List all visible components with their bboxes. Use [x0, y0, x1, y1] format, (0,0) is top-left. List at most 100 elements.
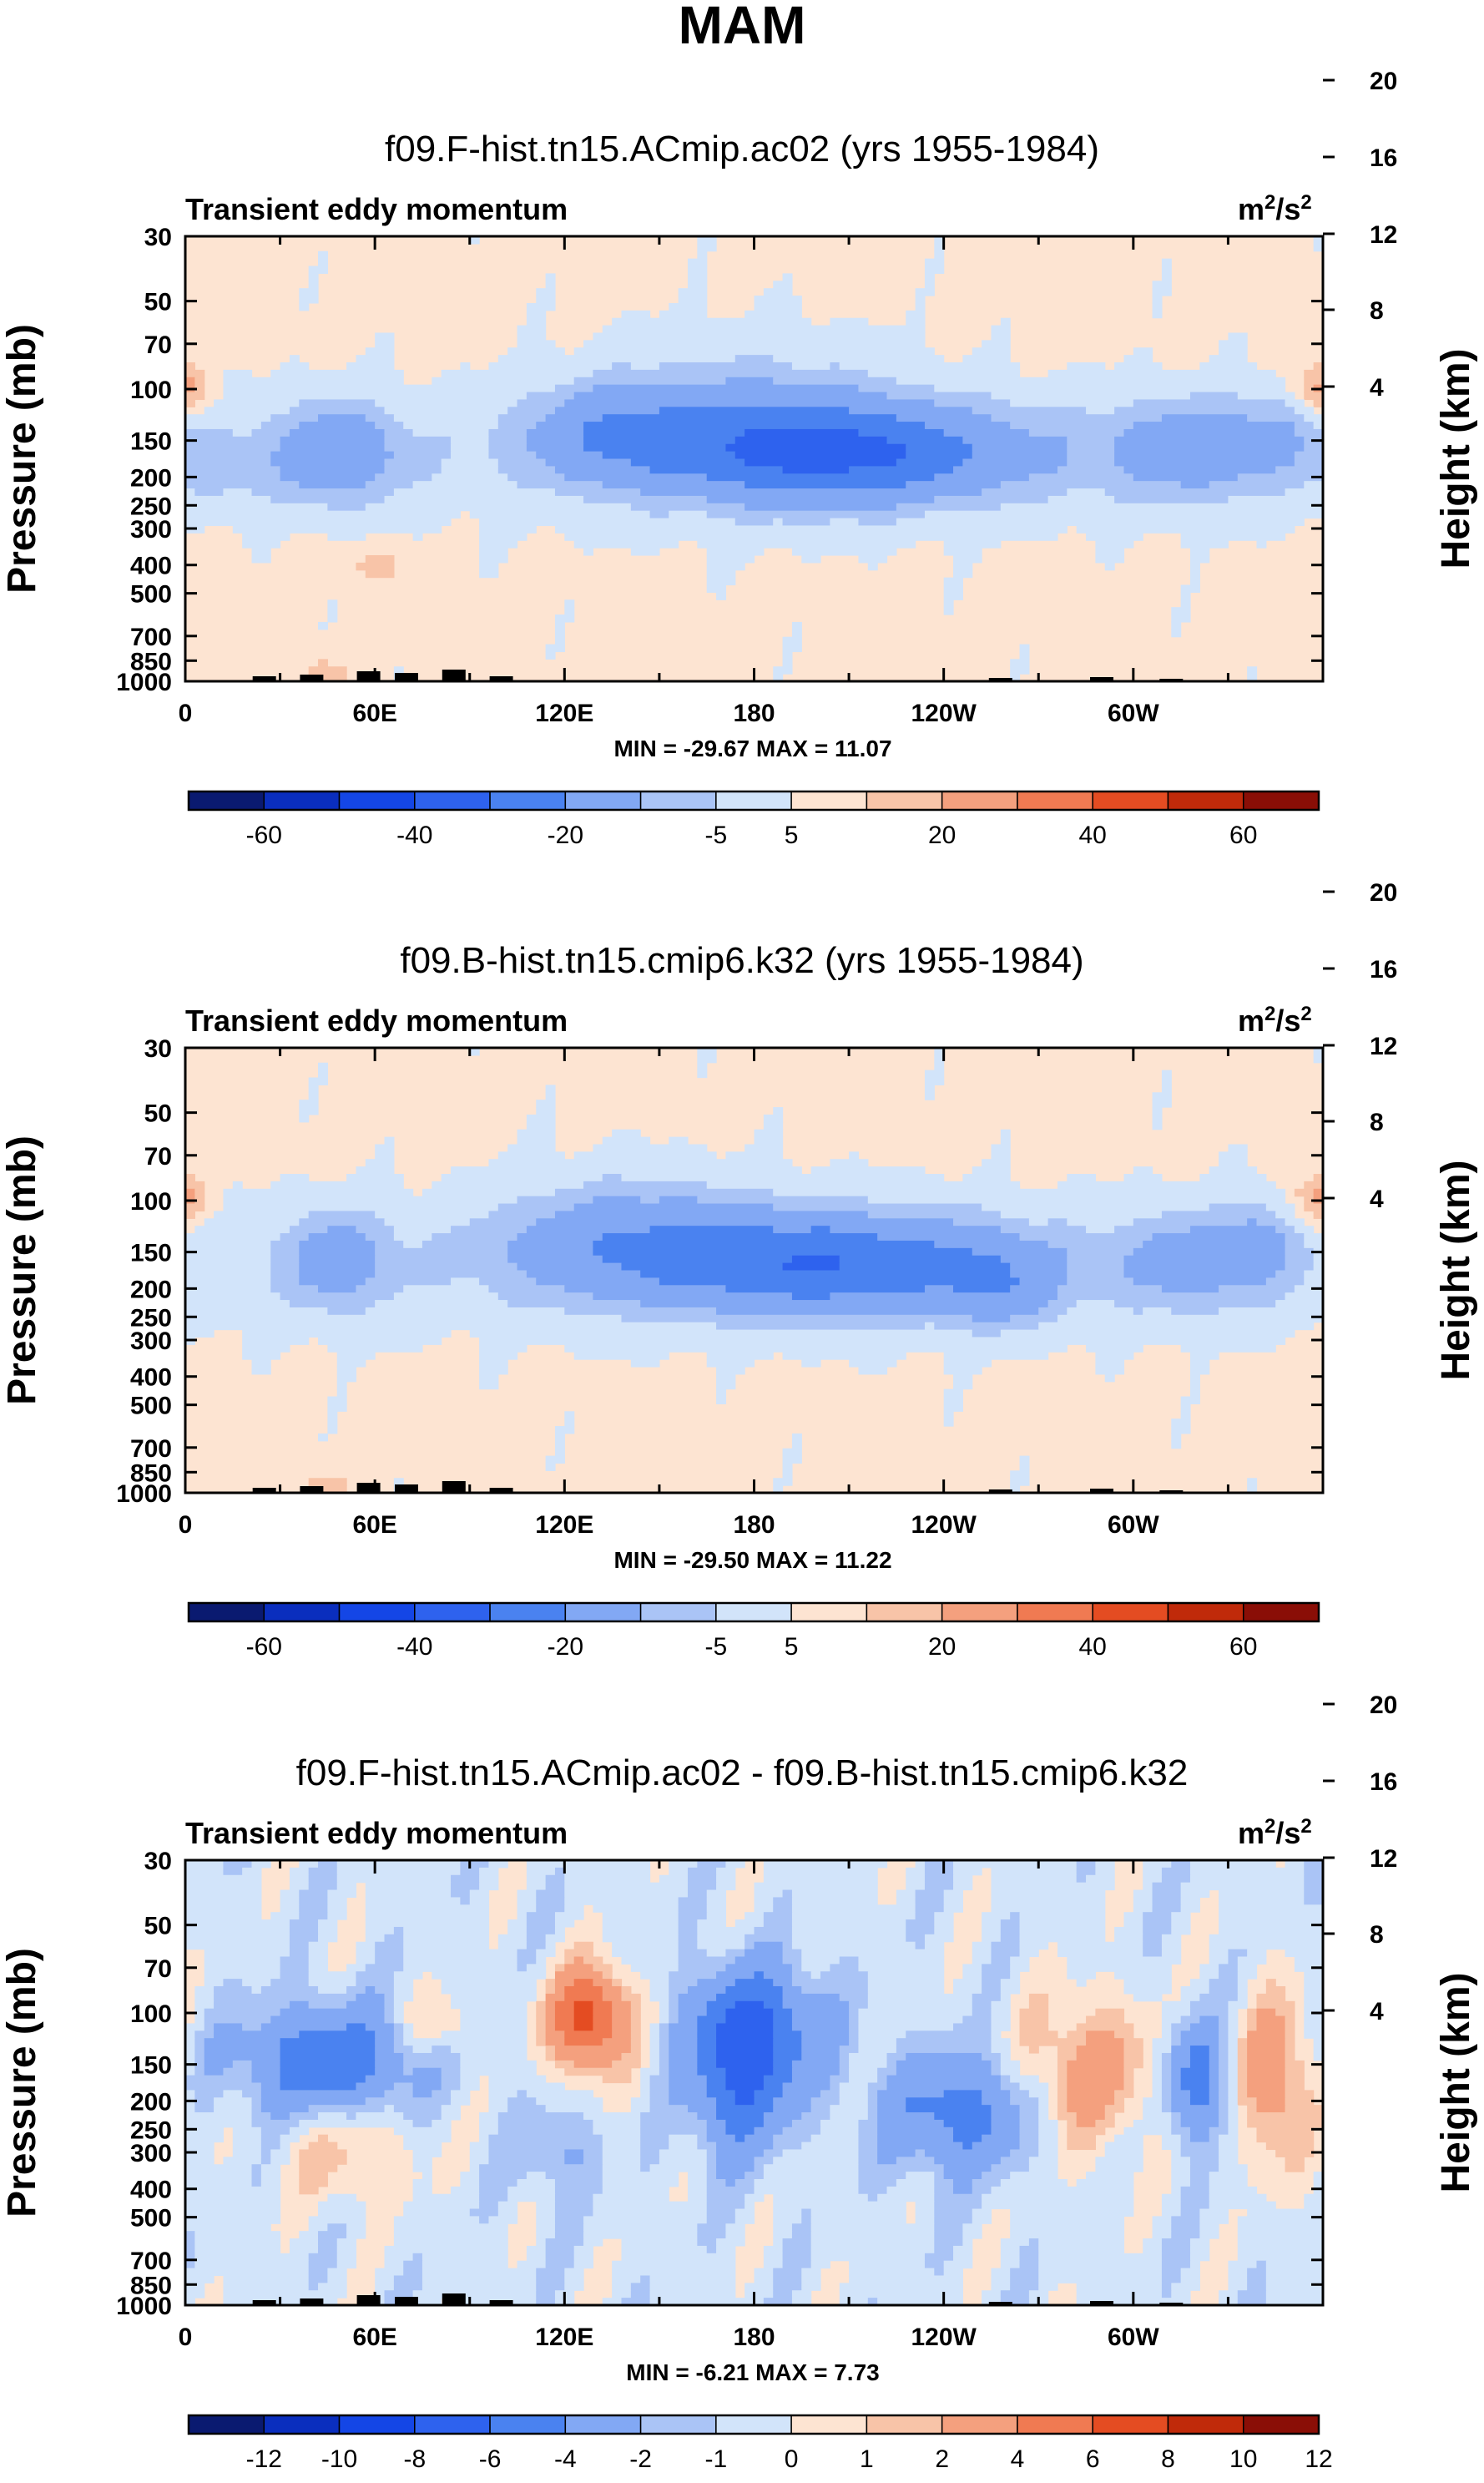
field-cell	[791, 621, 802, 630]
field-cell	[810, 2134, 860, 2143]
field-cell	[280, 2075, 366, 2084]
field-cell	[185, 2067, 195, 2076]
lon-tick-label: 0	[179, 1511, 193, 1539]
field-cell	[972, 347, 1011, 356]
field-cell	[640, 1270, 1011, 1278]
field-cell	[630, 2105, 651, 2113]
field-cell	[1275, 2149, 1315, 2157]
field-cell	[716, 1874, 736, 1884]
field-cell	[185, 1277, 271, 1286]
field-cell	[858, 2015, 963, 2025]
field-cell	[564, 2283, 584, 2291]
field-cell	[773, 2201, 906, 2210]
field-cell	[896, 1889, 916, 1899]
field-cell	[1161, 1934, 1182, 1943]
field-cell	[982, 2172, 1011, 2180]
field-cell	[1180, 1411, 1191, 1419]
field-cell	[1019, 1949, 1039, 1958]
field-cell	[640, 1971, 669, 1980]
field-cell	[1247, 2119, 1323, 2128]
colorbar-label: -4	[554, 2445, 577, 2473]
field-cell	[640, 2126, 708, 2136]
field-cell	[725, 2178, 736, 2187]
field-cell	[479, 1352, 518, 1360]
field-cell	[1171, 2105, 1219, 2113]
field-cell	[678, 1926, 698, 1935]
field-cell	[1180, 592, 1191, 600]
field-cell	[602, 451, 736, 460]
pressure-tick-label: 300	[130, 2140, 172, 2167]
field-cell	[251, 488, 395, 497]
field-cell	[1057, 2097, 1068, 2106]
field-cell	[545, 1941, 556, 1950]
field-cell	[1067, 488, 1106, 497]
field-cell	[640, 488, 982, 497]
field-cell	[1219, 2023, 1229, 2031]
field-cell	[782, 1463, 793, 1471]
field-cell	[612, 2030, 632, 2039]
field-cell	[678, 1912, 708, 1920]
field-cell	[953, 2178, 973, 2187]
field-cell	[194, 2000, 215, 2010]
field-cell	[1000, 2067, 1021, 2076]
field-cell	[573, 377, 727, 386]
field-cell	[327, 2223, 347, 2232]
height-tick-label: 20	[1370, 68, 1397, 95]
field-cell	[270, 2149, 290, 2157]
field-cell	[1152, 302, 1163, 311]
field-cell	[1143, 1867, 1163, 1876]
field-cell	[488, 1860, 508, 1869]
field-cell	[1171, 1418, 1191, 1427]
field-cell	[886, 392, 992, 401]
field-cell	[299, 1904, 328, 1913]
lon-tick-label: 60E	[352, 2324, 396, 2351]
field-cell	[375, 1144, 395, 1152]
field-cell	[593, 1144, 708, 1152]
field-cell	[479, 2201, 499, 2210]
field-cell	[697, 2067, 727, 2076]
field-cell	[441, 466, 499, 474]
field-cell	[536, 2023, 547, 2031]
field-cell	[1189, 1226, 1276, 1234]
field-cell	[1010, 2097, 1039, 2106]
field-cell	[384, 458, 442, 467]
field-cell	[346, 2112, 357, 2121]
field-cell	[393, 1926, 404, 1935]
field-cell	[697, 1054, 717, 1064]
field-cell	[1304, 1867, 1323, 1876]
field-cell	[185, 2216, 281, 2224]
field-cell	[289, 355, 300, 363]
field-cell	[991, 2023, 1011, 2031]
field-cell	[1038, 2268, 1163, 2277]
field-cell	[1199, 2015, 1219, 2025]
field-cell	[810, 1971, 821, 1980]
field-cell	[1265, 1986, 1286, 1995]
pressure-tick-label: 1000	[116, 669, 172, 696]
field-cell	[659, 2008, 669, 2017]
field-cell	[1171, 2231, 1200, 2239]
field-cell	[384, 2245, 508, 2254]
field-cell	[194, 1188, 205, 1197]
field-cell	[1228, 2075, 1239, 2084]
field-cell	[1000, 1926, 1021, 1935]
field-cell	[1189, 2097, 1210, 2106]
field-cell	[1171, 2082, 1182, 2091]
field-cell	[1180, 1904, 1200, 1913]
units-mid: /s	[1275, 1816, 1300, 1850]
field-cell	[318, 250, 328, 260]
field-cell	[1067, 2060, 1125, 2069]
field-cell	[1000, 1934, 1021, 1943]
field-cell	[1209, 1979, 1239, 1987]
field-cell	[745, 2283, 774, 2291]
field-cell	[403, 2023, 414, 2031]
field-cell	[991, 2119, 1021, 2128]
field-cell	[1171, 2172, 1191, 2180]
field-cell	[214, 2105, 253, 2113]
field-cell	[308, 2105, 386, 2113]
field-cell	[1047, 1218, 1068, 1226]
field-cell	[1304, 1277, 1323, 1286]
field-cell	[327, 1307, 366, 1316]
field-cell	[536, 2298, 556, 2305]
field-cell	[185, 2082, 262, 2091]
field-cell	[375, 399, 518, 407]
